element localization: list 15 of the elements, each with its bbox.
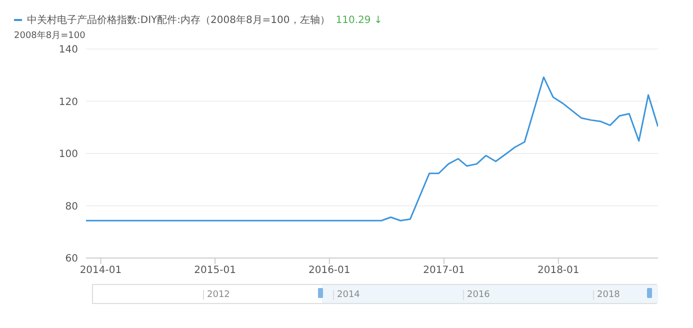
y-tick-label: 60: [65, 254, 78, 265]
y-axis-title: 2008年8月=100: [14, 30, 86, 42]
y-tick-label: 80: [65, 201, 78, 212]
x-tick-label: 2014-01: [80, 265, 122, 276]
legend-label: 中关村电子产品价格指数:DIY配件:内存（2008年8月=100，左轴）: [27, 14, 330, 27]
x-tick-label: 2016-01: [308, 265, 350, 276]
text: 110.29 ↓: [336, 14, 382, 26]
y-tick-label: 140: [58, 44, 78, 56]
x-tick-label: 2018-01: [537, 265, 580, 276]
x-tick-label: 2015-01: [194, 265, 236, 276]
y-tick-label: 120: [58, 96, 78, 108]
range-slider: 2012 2014 2016 2018: [92, 284, 657, 304]
x-tick-label: 2017-01: [423, 265, 465, 276]
y-tick-label: 100: [58, 149, 78, 160]
line-series: [86, 76, 658, 222]
